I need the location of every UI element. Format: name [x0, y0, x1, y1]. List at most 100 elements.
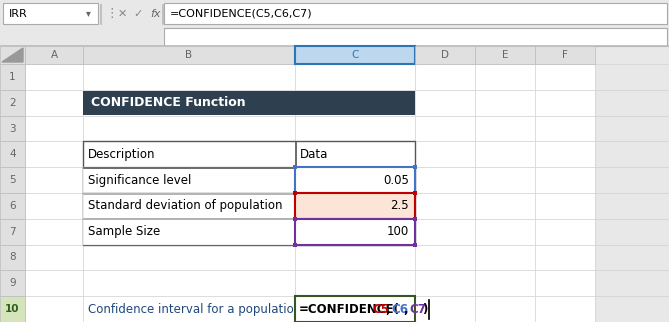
- Bar: [413, 217, 417, 221]
- Bar: [413, 217, 417, 221]
- Bar: [25, 141, 83, 167]
- Text: ✓: ✓: [133, 8, 142, 18]
- Bar: [595, 245, 669, 270]
- Text: B: B: [185, 50, 193, 60]
- Text: Significance level: Significance level: [88, 174, 191, 187]
- Bar: [83, 218, 295, 219]
- Text: ,: ,: [403, 303, 408, 316]
- Text: CONFIDENCE Function: CONFIDENCE Function: [91, 96, 246, 109]
- Bar: [413, 165, 417, 169]
- Bar: [25, 167, 83, 193]
- Text: ): ): [421, 303, 427, 316]
- Bar: [295, 296, 415, 322]
- Bar: [83, 270, 295, 296]
- Bar: [83, 91, 415, 115]
- Bar: [595, 116, 669, 141]
- Bar: [295, 167, 415, 193]
- Bar: [535, 46, 595, 64]
- Bar: [162, 4, 163, 24]
- Bar: [295, 90, 415, 116]
- Bar: [415, 296, 475, 322]
- Bar: [0, 270, 25, 296]
- Text: 2.5: 2.5: [391, 199, 409, 213]
- Bar: [415, 90, 475, 116]
- Text: C6: C6: [391, 303, 408, 316]
- Text: 100: 100: [387, 225, 409, 238]
- Bar: [0, 167, 25, 193]
- Bar: [293, 217, 297, 221]
- Bar: [595, 141, 669, 167]
- Text: 8: 8: [9, 252, 16, 262]
- Bar: [415, 219, 475, 245]
- Bar: [295, 270, 415, 296]
- Bar: [0, 64, 25, 90]
- Text: Data: Data: [300, 148, 328, 161]
- Bar: [0, 45, 669, 46]
- Bar: [83, 219, 295, 245]
- Bar: [475, 219, 535, 245]
- Text: fx: fx: [150, 8, 161, 18]
- Bar: [535, 141, 595, 167]
- Text: 7: 7: [9, 227, 16, 237]
- Bar: [415, 245, 475, 270]
- Text: ✕: ✕: [118, 8, 127, 18]
- Bar: [25, 270, 83, 296]
- Bar: [164, 28, 667, 46]
- Bar: [25, 296, 83, 322]
- Bar: [595, 219, 669, 245]
- Bar: [83, 64, 295, 90]
- Text: 5: 5: [9, 175, 16, 185]
- Bar: [3, 3, 98, 24]
- Bar: [475, 90, 535, 116]
- Bar: [415, 116, 475, 141]
- Bar: [0, 193, 25, 219]
- Bar: [25, 64, 83, 90]
- Bar: [595, 90, 669, 116]
- Bar: [293, 217, 297, 221]
- Bar: [295, 296, 415, 322]
- Bar: [25, 219, 83, 245]
- Bar: [595, 193, 669, 219]
- Bar: [475, 245, 535, 270]
- Polygon shape: [2, 48, 23, 62]
- Bar: [415, 270, 475, 296]
- Bar: [83, 193, 295, 194]
- Bar: [295, 141, 415, 167]
- Bar: [475, 116, 535, 141]
- Bar: [0, 245, 25, 270]
- Bar: [83, 167, 295, 193]
- Text: =CONFIDENCE(: =CONFIDENCE(: [299, 303, 400, 316]
- Bar: [83, 116, 295, 141]
- Bar: [475, 296, 535, 322]
- Bar: [295, 116, 415, 141]
- Bar: [295, 167, 415, 193]
- Bar: [0, 90, 25, 116]
- Bar: [164, 3, 667, 24]
- Bar: [295, 219, 415, 245]
- Text: C5: C5: [373, 303, 389, 316]
- Bar: [595, 64, 669, 90]
- Text: =CONFIDENCE(C5,C6,C7): =CONFIDENCE(C5,C6,C7): [170, 8, 312, 18]
- Bar: [295, 141, 296, 167]
- Text: 10: 10: [5, 304, 20, 314]
- Bar: [25, 116, 83, 141]
- Bar: [83, 141, 295, 167]
- Bar: [83, 167, 295, 193]
- Bar: [83, 245, 295, 270]
- Bar: [475, 270, 535, 296]
- Text: Sample Size: Sample Size: [88, 225, 161, 238]
- Text: 6: 6: [9, 201, 16, 211]
- Bar: [83, 193, 295, 219]
- Text: 3: 3: [9, 124, 16, 134]
- Bar: [25, 193, 83, 219]
- Bar: [293, 191, 297, 195]
- Bar: [415, 193, 475, 219]
- Text: 2: 2: [9, 98, 16, 108]
- Text: C7: C7: [409, 303, 426, 316]
- Bar: [535, 296, 595, 322]
- Bar: [295, 245, 415, 270]
- Bar: [83, 167, 415, 168]
- Bar: [413, 242, 417, 247]
- Bar: [535, 219, 595, 245]
- Text: Description: Description: [88, 148, 155, 161]
